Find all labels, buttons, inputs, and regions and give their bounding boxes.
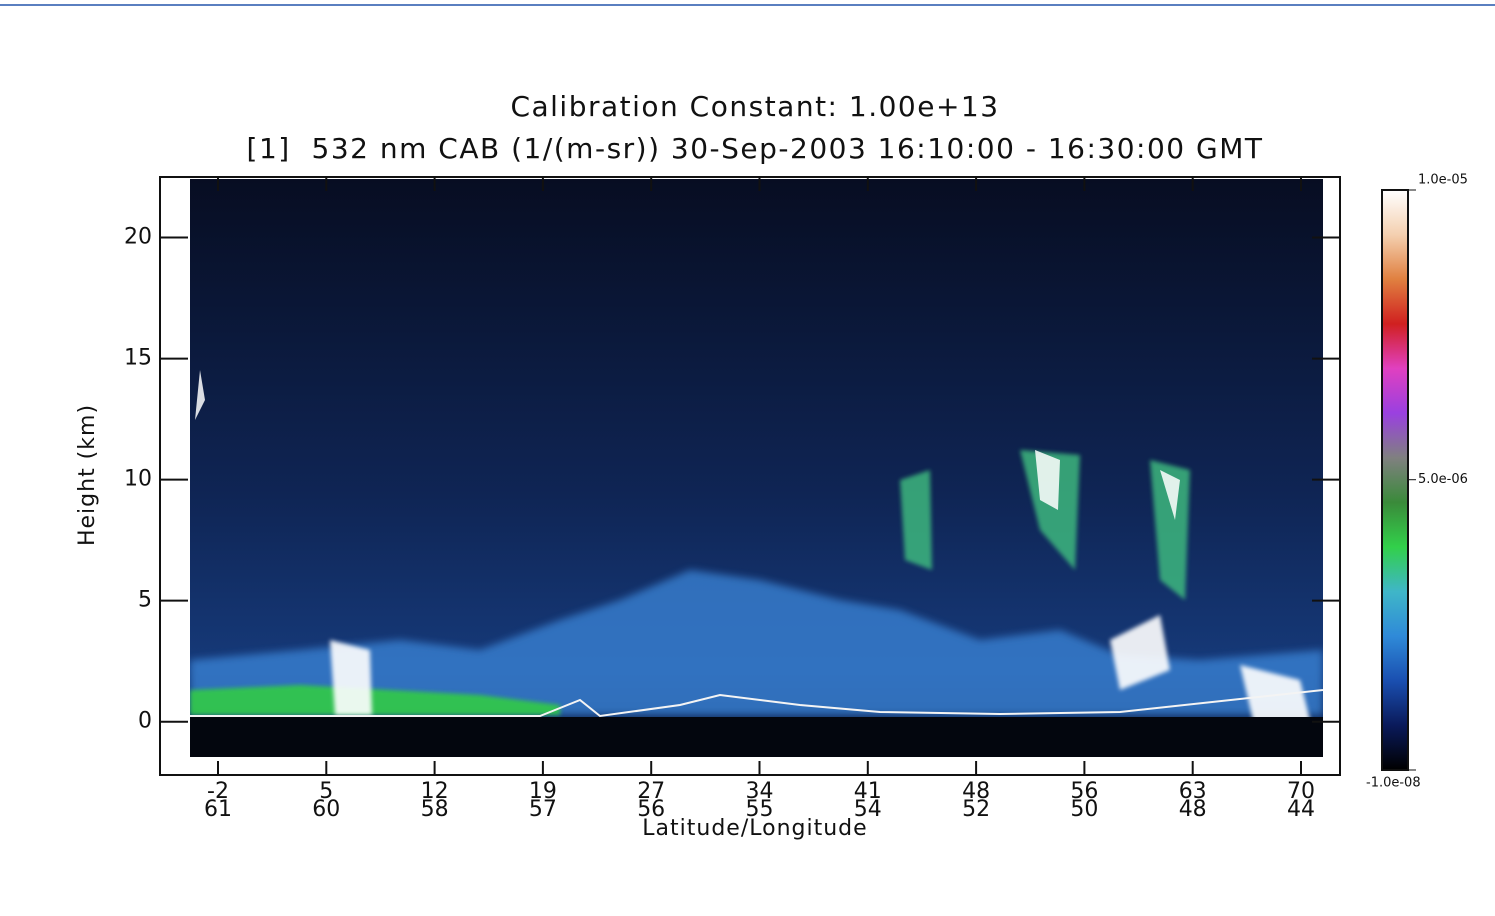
colorbar-tick-label: 5.0e-06 [1418,472,1468,487]
x-tick-label-lon: 48 [1179,797,1207,822]
x-tick-label-lon: 61 [204,797,232,822]
x-tick-label-lon: 50 [1070,797,1098,822]
x-tick-label-lat: 56 [1070,779,1098,804]
x-tick-label-lon: 52 [962,797,990,822]
y-tick-label: 10 [124,467,152,492]
x-tick-label-lat: 5 [319,779,333,804]
chart-subtitle: [1] 532 nm CAB (1/(m-sr)) 30-Sep-2003 16… [247,132,1264,165]
y-tick-label: 0 [138,709,152,734]
x-tick-label-lon: 55 [746,797,774,822]
curtain-image [190,179,1323,757]
x-tick-label-lat: 34 [746,779,774,804]
x-tick-label-lat: -2 [207,779,229,804]
plot-frame [159,176,1341,776]
x-tick-label-lon: 60 [312,797,340,822]
colorbar-tick-label: -1.0e-08 [1366,776,1421,791]
colorbar-tick-label: 1.0e-05 [1418,173,1468,188]
x-tick-label-lat: 27 [637,779,665,804]
chart-title: Calibration Constant: 1.00e+13 [510,90,999,123]
x-tick-label-lat: 48 [962,779,990,804]
x-tick-label-lat: 63 [1179,779,1207,804]
x-tick-label-lon: 57 [529,797,557,822]
x-tick-label-lon: 56 [637,797,665,822]
x-axis-label: Latitude/Longitude [642,816,867,841]
y-tick-label: 15 [124,346,152,371]
colorbar [1381,189,1409,771]
x-tick-label-lat: 70 [1287,779,1315,804]
x-tick-label-lat: 12 [421,779,449,804]
y-axis-label: Height (km) [75,404,100,546]
x-tick-label-lon: 58 [421,797,449,822]
x-tick-label-lon: 54 [854,797,882,822]
x-tick-label-lat: 19 [529,779,557,804]
x-tick-label-lon: 44 [1287,797,1315,822]
y-tick-label: 20 [124,225,152,250]
y-tick-label: 5 [138,588,152,613]
x-tick-label-lat: 41 [854,779,882,804]
